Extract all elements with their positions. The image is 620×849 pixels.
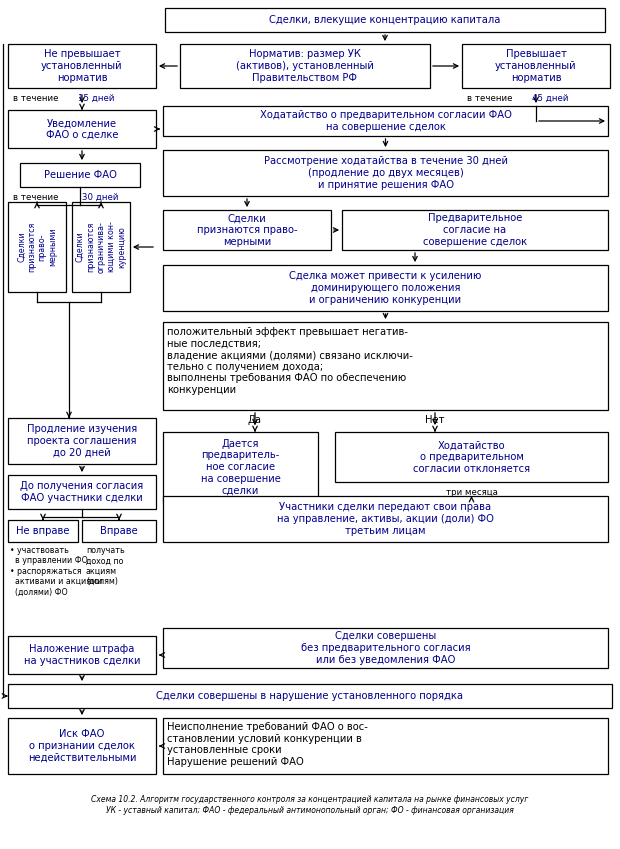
Bar bbox=[342, 210, 608, 250]
Text: Сделка может привести к усилению
доминирующего положения
и ограничению конкуренц: Сделка может привести к усилению доминир… bbox=[290, 272, 482, 305]
Text: положительный эффект превышает негатив-
ные последствия;
владение акциями (долям: положительный эффект превышает негатив- … bbox=[167, 327, 413, 395]
Bar bbox=[462, 44, 610, 88]
Text: Продление изучения
проекта соглашения
до 20 дней: Продление изучения проекта соглашения до… bbox=[27, 424, 137, 458]
Text: Ходатайство о предварительном согласии ФАО
на совершение сделок: Ходатайство о предварительном согласии Ф… bbox=[260, 110, 511, 132]
Bar bbox=[8, 202, 66, 292]
Bar bbox=[163, 322, 608, 410]
Text: в течение: в течение bbox=[13, 93, 59, 103]
Bar bbox=[8, 636, 156, 674]
Bar bbox=[8, 475, 156, 509]
Text: Уведомление
ФАО о сделке: Уведомление ФАО о сделке bbox=[46, 118, 118, 140]
Text: Норматив: размер УК
(активов), установленный
Правительством РФ: Норматив: размер УК (активов), установле… bbox=[236, 49, 374, 82]
Text: • участвовать
  в управлении ФО
• распоряжаться
  активами и акциями
  (долями) : • участвовать в управлении ФО • распоряж… bbox=[10, 546, 102, 597]
Text: Нет: Нет bbox=[425, 415, 445, 425]
Text: Схема 10.2. Алгоритм государственного контроля за концентрацией капитала на рынк: Схема 10.2. Алгоритм государственного ко… bbox=[91, 795, 529, 804]
Text: Сделки
признаются
ограничива-
ющими кон-
куренцию: Сделки признаются ограничива- ющими кон-… bbox=[76, 221, 126, 273]
Bar bbox=[163, 150, 608, 196]
Bar bbox=[8, 718, 156, 774]
Text: Решение ФАО: Решение ФАО bbox=[43, 170, 117, 180]
Bar bbox=[163, 496, 608, 542]
Bar bbox=[8, 418, 156, 464]
Text: Дается
предваритель-
ное согласие
на совершение
сделки: Дается предваритель- ное согласие на сов… bbox=[200, 439, 280, 495]
Bar bbox=[163, 210, 331, 250]
Text: Сделки
признаются
право-
мерными: Сделки признаются право- мерными bbox=[17, 222, 57, 273]
Text: Предварительное
согласие на
совершение сделок: Предварительное согласие на совершение с… bbox=[423, 213, 527, 246]
Text: Сделки совершены в нарушение установленного порядка: Сделки совершены в нарушение установленн… bbox=[156, 691, 464, 701]
Bar bbox=[163, 628, 608, 668]
Text: Ходатайство
о предварительном
согласии отклоняется: Ходатайство о предварительном согласии о… bbox=[413, 441, 530, 474]
Text: 45 дней: 45 дней bbox=[532, 93, 569, 103]
Bar bbox=[163, 718, 608, 774]
Bar bbox=[8, 520, 78, 542]
Text: Не превышает
установленный
норматив: Не превышает установленный норматив bbox=[41, 49, 123, 82]
Bar bbox=[163, 106, 608, 136]
Text: Наложение штрафа
на участников сделки: Наложение штрафа на участников сделки bbox=[24, 644, 140, 666]
Text: Участники сделки передают свои права
на управление, активы, акции (доли) ФО
трет: Участники сделки передают свои права на … bbox=[277, 503, 494, 536]
Text: Да: Да bbox=[248, 415, 262, 425]
Text: в течение: в течение bbox=[13, 193, 59, 201]
Text: 15 дней: 15 дней bbox=[78, 93, 114, 103]
Text: Превышает
установленный
норматив: Превышает установленный норматив bbox=[495, 49, 577, 82]
Bar bbox=[72, 202, 130, 292]
Text: 30 дней: 30 дней bbox=[82, 193, 118, 201]
Bar bbox=[8, 110, 156, 148]
Text: Сделки, влекущие концентрацию капитала: Сделки, влекущие концентрацию капитала bbox=[269, 15, 501, 25]
Bar bbox=[335, 432, 608, 482]
Text: Вправе: Вправе bbox=[100, 526, 138, 536]
Bar bbox=[20, 163, 140, 187]
Text: Иск ФАО
о признании сделок
недействительными: Иск ФАО о признании сделок недействитель… bbox=[28, 729, 136, 762]
Bar bbox=[163, 265, 608, 311]
Bar bbox=[8, 44, 156, 88]
Bar bbox=[163, 432, 318, 502]
Text: УК - уставный капитал; ФАО - федеральный антимонопольный орган; ФО - финансовая : УК - уставный капитал; ФАО - федеральный… bbox=[106, 806, 514, 815]
Text: Рассмотрение ходатайства в течение 30 дней
(продление до двух месяцев)
и приняти: Рассмотрение ходатайства в течение 30 дн… bbox=[264, 156, 508, 189]
Text: До получения согласия
ФАО участники сделки: До получения согласия ФАО участники сдел… bbox=[20, 481, 144, 503]
Bar bbox=[82, 520, 156, 542]
Text: Неисполнение требований ФАО о вос-
становлении условий конкуренции в
установленн: Неисполнение требований ФАО о вос- стано… bbox=[167, 722, 368, 767]
Bar bbox=[180, 44, 430, 88]
Bar bbox=[165, 8, 605, 32]
Text: Сделки
признаются право-
мерными: Сделки признаются право- мерными bbox=[197, 213, 298, 246]
Text: три месяца: три месяца bbox=[446, 487, 497, 497]
Bar bbox=[8, 684, 612, 708]
Text: Сделки совершены
без предварительного согласия
или без уведомления ФАО: Сделки совершены без предварительного со… bbox=[301, 632, 471, 665]
Text: получать
доход по
акциям
(долям): получать доход по акциям (долям) bbox=[86, 546, 125, 586]
Text: Не вправе: Не вправе bbox=[16, 526, 69, 536]
Text: в течение: в течение bbox=[467, 93, 513, 103]
